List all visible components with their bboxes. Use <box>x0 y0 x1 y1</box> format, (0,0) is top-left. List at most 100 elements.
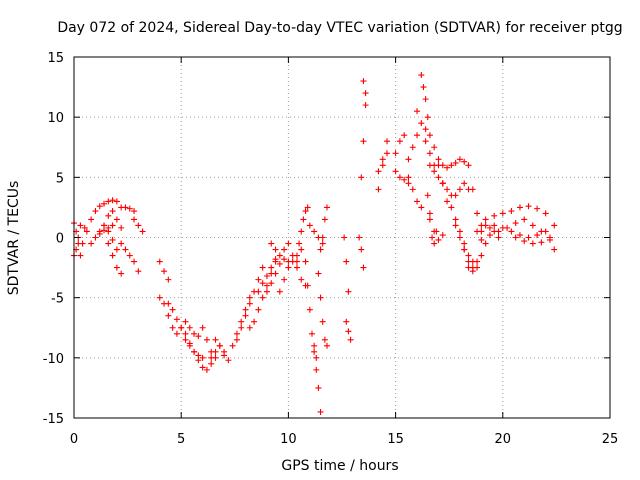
data-point <box>375 168 382 175</box>
data-point <box>486 224 493 231</box>
data-point <box>319 318 326 325</box>
data-point <box>469 268 476 275</box>
data-point <box>435 236 442 243</box>
data-point <box>414 132 421 139</box>
series-arc-31 <box>315 270 330 349</box>
data-point <box>424 192 431 199</box>
series-arc-7 <box>105 240 125 277</box>
data-point <box>534 205 541 212</box>
data-point <box>482 216 489 223</box>
data-point <box>285 264 292 271</box>
data-point <box>461 158 468 165</box>
data-point <box>216 342 223 349</box>
data-point <box>113 198 120 205</box>
data-point <box>135 222 142 229</box>
data-point <box>525 203 532 210</box>
x-tick-label: 15 <box>387 432 404 447</box>
data-point <box>323 342 330 349</box>
data-point <box>208 360 215 367</box>
data-point <box>169 324 176 331</box>
data-point <box>341 234 348 241</box>
data-point <box>418 120 425 127</box>
data-point <box>345 328 352 335</box>
data-point <box>311 342 318 349</box>
data-point <box>456 234 463 241</box>
data-point <box>491 222 498 229</box>
data-point <box>208 354 215 361</box>
data-point <box>317 294 324 301</box>
data-point <box>246 324 253 331</box>
data-point <box>308 330 315 337</box>
data-point <box>439 180 446 187</box>
data-point <box>255 276 262 283</box>
series-arc-49 <box>426 216 446 243</box>
data-points <box>71 72 558 415</box>
data-point <box>259 264 266 271</box>
data-point <box>195 352 202 359</box>
series-arc-59 <box>491 222 549 241</box>
data-point <box>418 204 425 211</box>
data-point <box>109 252 116 259</box>
data-point <box>105 240 112 247</box>
data-point <box>298 276 305 283</box>
series-arc-18 <box>212 336 232 364</box>
data-point <box>420 84 427 91</box>
data-point <box>362 90 369 97</box>
data-point <box>435 156 442 163</box>
data-point <box>317 246 324 253</box>
data-point <box>525 234 532 241</box>
data-point <box>360 138 367 145</box>
data-point <box>118 224 125 231</box>
data-point <box>199 324 206 331</box>
data-point <box>418 72 425 79</box>
data-point <box>422 138 429 145</box>
data-point <box>461 246 468 253</box>
data-point <box>135 268 142 275</box>
data-point <box>499 210 506 217</box>
series-arc-9 <box>122 204 138 215</box>
data-point <box>551 246 558 253</box>
data-point <box>469 186 476 193</box>
series-arc-11 <box>156 258 172 283</box>
series-arc-27 <box>293 204 311 265</box>
x-tick-label: 25 <box>602 432 619 447</box>
data-point <box>542 210 549 217</box>
data-point <box>289 252 296 259</box>
data-point <box>203 366 210 373</box>
series-arc-12 <box>156 294 180 337</box>
data-point <box>79 240 86 247</box>
y-axis-label: SDTVAR / TECUs <box>6 181 22 296</box>
series-arc-22 <box>255 256 279 295</box>
data-point <box>424 114 431 121</box>
series-arc-1 <box>71 220 88 259</box>
data-point <box>276 252 283 259</box>
data-point <box>311 228 318 235</box>
series-arc-60 <box>512 234 558 253</box>
data-point <box>255 288 262 295</box>
data-point <box>495 228 502 235</box>
data-point <box>516 232 523 239</box>
series-arc-43 <box>405 174 425 211</box>
data-point <box>414 198 421 205</box>
series-arc-44 <box>418 72 431 121</box>
data-point <box>405 180 412 187</box>
series-arc-3 <box>83 197 125 235</box>
data-point <box>272 256 279 263</box>
data-point <box>272 270 279 277</box>
data-point <box>456 156 463 163</box>
data-point <box>538 239 545 246</box>
data-point <box>343 258 350 265</box>
data-point <box>379 162 386 169</box>
data-point <box>474 210 481 217</box>
data-point <box>431 168 438 175</box>
data-point <box>113 216 120 223</box>
data-point <box>426 150 433 157</box>
data-point <box>285 240 292 247</box>
data-point <box>77 222 84 229</box>
data-point <box>302 258 309 265</box>
data-point <box>88 216 95 223</box>
data-point <box>452 216 459 223</box>
data-point <box>173 316 180 323</box>
data-point <box>345 288 352 295</box>
